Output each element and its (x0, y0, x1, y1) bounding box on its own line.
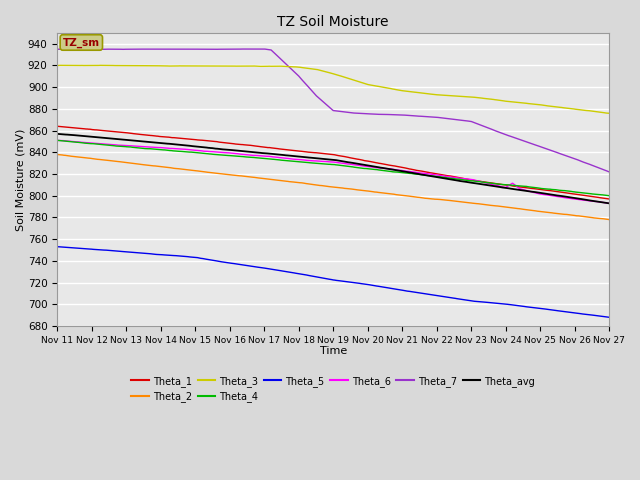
Theta_4 (288, 158, 296, 164)
Theta_3 (119, 63, 127, 69)
Theta_3 (59, 62, 67, 68)
Y-axis label: Soil Moisture (mV): Soil Moisture (mV) (15, 128, 25, 230)
Theta_avg (605, 201, 613, 206)
Theta_1 (309, 150, 317, 156)
Legend: Theta_1, Theta_2, Theta_3, Theta_4, Theta_5, Theta_6, Theta_7, Theta_avg: Theta_1, Theta_2, Theta_3, Theta_4, Thet… (127, 372, 539, 406)
Theta_7 (288, 67, 296, 72)
Theta_5 (288, 270, 296, 276)
Theta_2 (367, 189, 375, 194)
Theta_7 (605, 169, 613, 175)
Theta_4 (300, 159, 307, 165)
Theta_7 (300, 78, 307, 84)
Theta_1 (605, 196, 613, 202)
Theta_1 (53, 123, 61, 129)
Theta_6 (299, 157, 307, 163)
Theta_5 (605, 314, 613, 320)
Theta_4 (309, 160, 317, 166)
Theta_2 (605, 216, 613, 222)
Theta_6 (53, 137, 61, 143)
Theta_1 (299, 148, 307, 154)
Theta_5 (300, 272, 307, 277)
Theta_4 (54, 137, 61, 143)
Theta_2 (96, 156, 104, 162)
Text: TZ_sm: TZ_sm (63, 37, 100, 48)
Theta_6 (287, 156, 295, 162)
Theta_2 (118, 159, 126, 165)
Theta_1 (287, 147, 295, 153)
Theta_avg (299, 154, 307, 160)
Theta_7 (309, 89, 317, 95)
Theta_5 (119, 249, 127, 254)
Theta_2 (299, 180, 307, 186)
Theta_1 (118, 130, 126, 135)
Theta_6 (367, 164, 375, 170)
Theta_1 (96, 127, 104, 133)
Theta_3 (309, 66, 317, 72)
Line: Theta_7: Theta_7 (57, 49, 609, 172)
Theta_2 (309, 181, 317, 187)
Theta_3 (53, 62, 61, 68)
Theta_3 (97, 62, 104, 68)
Theta_5 (309, 274, 317, 279)
Theta_2 (53, 152, 61, 157)
Theta_3 (605, 110, 613, 116)
Theta_1 (367, 159, 375, 165)
Theta_avg (309, 155, 317, 161)
Theta_3 (368, 83, 376, 88)
Theta_5 (368, 282, 376, 288)
Line: Theta_2: Theta_2 (57, 155, 609, 219)
Theta_avg (118, 137, 126, 143)
Line: Theta_5: Theta_5 (57, 247, 609, 317)
Theta_5 (54, 244, 61, 250)
Theta_4 (97, 142, 104, 147)
Theta_7 (260, 46, 268, 52)
Line: Theta_avg: Theta_avg (57, 134, 609, 204)
Theta_5 (97, 247, 104, 253)
Theta_6 (118, 143, 126, 148)
Line: Theta_6: Theta_6 (57, 140, 609, 204)
Theta_6 (309, 158, 317, 164)
Theta_5 (53, 244, 61, 250)
Theta_7 (96, 47, 104, 52)
Line: Theta_4: Theta_4 (57, 140, 609, 196)
Theta_7 (368, 111, 376, 117)
Theta_avg (53, 131, 61, 137)
Title: TZ Soil Moisture: TZ Soil Moisture (277, 15, 389, 29)
Line: Theta_3: Theta_3 (57, 65, 609, 113)
Theta_avg (96, 135, 104, 141)
Theta_3 (288, 64, 296, 70)
Theta_6 (96, 141, 104, 146)
X-axis label: Time: Time (319, 346, 347, 356)
Theta_6 (605, 201, 613, 206)
Theta_7 (53, 47, 61, 52)
Theta_avg (287, 153, 295, 159)
Line: Theta_1: Theta_1 (57, 126, 609, 199)
Theta_7 (118, 47, 126, 52)
Theta_avg (367, 163, 375, 169)
Theta_2 (287, 179, 295, 185)
Theta_3 (300, 65, 307, 71)
Theta_4 (53, 137, 61, 143)
Theta_4 (605, 193, 613, 199)
Theta_4 (119, 144, 127, 149)
Theta_4 (368, 166, 376, 172)
